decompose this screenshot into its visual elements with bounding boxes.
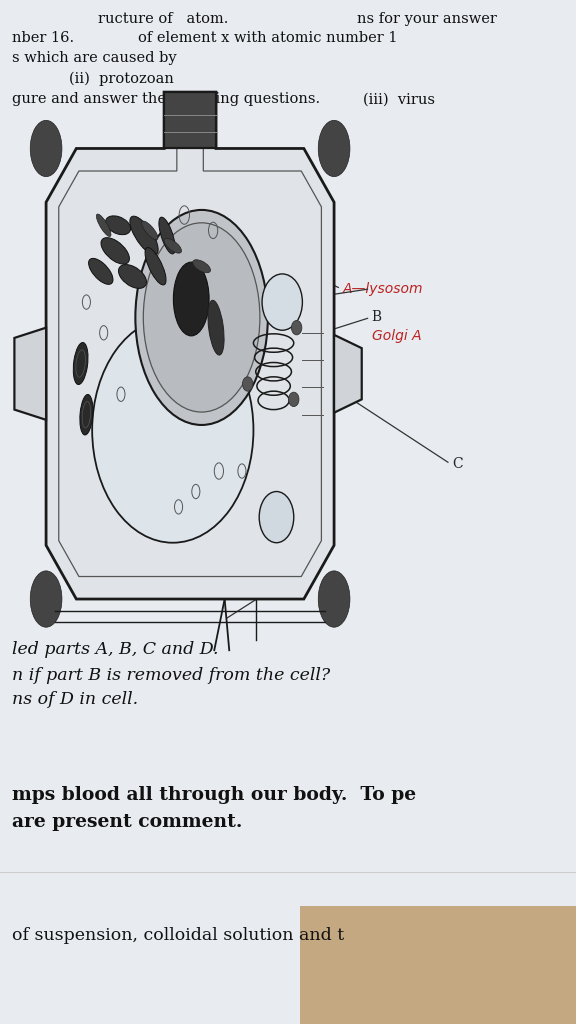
Ellipse shape <box>31 121 62 176</box>
Bar <box>300 906 576 1024</box>
Ellipse shape <box>101 238 130 264</box>
Ellipse shape <box>159 217 175 254</box>
Ellipse shape <box>143 223 260 412</box>
Text: ns of D in cell.: ns of D in cell. <box>12 691 138 709</box>
Polygon shape <box>46 92 334 599</box>
Text: (iii)  virus: (iii) virus <box>363 92 435 106</box>
Text: of element x with atomic number 1: of element x with atomic number 1 <box>138 31 398 45</box>
Ellipse shape <box>80 394 93 435</box>
Ellipse shape <box>164 239 181 253</box>
Text: are present comment.: are present comment. <box>12 813 242 831</box>
Text: B: B <box>372 310 382 325</box>
Ellipse shape <box>291 321 302 335</box>
Text: Golgi A: Golgi A <box>372 329 421 343</box>
Ellipse shape <box>135 210 268 425</box>
Polygon shape <box>14 328 46 420</box>
Ellipse shape <box>319 570 350 627</box>
Ellipse shape <box>96 214 111 237</box>
Polygon shape <box>164 92 216 148</box>
Ellipse shape <box>319 121 350 176</box>
Ellipse shape <box>262 273 302 330</box>
Ellipse shape <box>73 342 88 385</box>
Text: n if part B is removed from the cell?: n if part B is removed from the cell? <box>12 667 330 684</box>
Text: led parts A, B, C and D.: led parts A, B, C and D. <box>12 641 218 658</box>
Text: C: C <box>452 457 463 471</box>
Text: ns for your answer: ns for your answer <box>357 12 497 27</box>
Ellipse shape <box>130 216 158 255</box>
Ellipse shape <box>119 264 146 289</box>
Ellipse shape <box>31 570 62 627</box>
Ellipse shape <box>145 248 166 285</box>
Text: s which are caused by: s which are caused by <box>12 51 176 66</box>
Ellipse shape <box>192 260 211 272</box>
Ellipse shape <box>142 221 158 240</box>
Ellipse shape <box>289 392 299 407</box>
Text: (ii)  protozoan: (ii) protozoan <box>69 72 174 86</box>
Ellipse shape <box>208 300 224 355</box>
Ellipse shape <box>242 377 253 391</box>
Ellipse shape <box>173 262 209 336</box>
Ellipse shape <box>259 492 294 543</box>
Polygon shape <box>334 335 362 413</box>
Text: D: D <box>285 574 296 589</box>
Text: nber 16.: nber 16. <box>12 31 74 45</box>
Ellipse shape <box>105 216 131 234</box>
Text: of suspension, colloidal solution and t: of suspension, colloidal solution and t <box>12 927 344 944</box>
Text: mps blood all through our body.  To pe: mps blood all through our body. To pe <box>12 786 416 805</box>
Text: A—lysosom: A—lysosom <box>343 282 423 296</box>
Ellipse shape <box>89 258 113 285</box>
Text: ructure of   atom.: ructure of atom. <box>98 12 228 27</box>
Ellipse shape <box>92 317 253 543</box>
Text: gure and answer the following questions.: gure and answer the following questions. <box>12 92 320 106</box>
